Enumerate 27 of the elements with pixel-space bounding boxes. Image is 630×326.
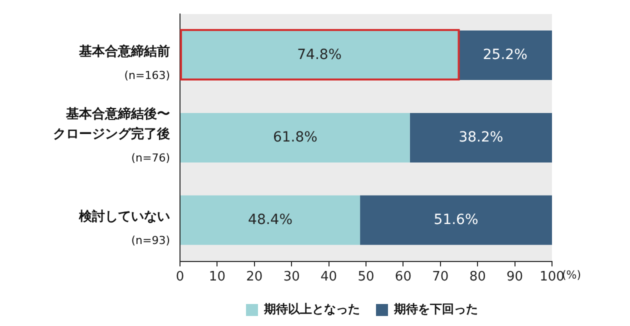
x-tick-label: 80 xyxy=(469,270,486,285)
bar xyxy=(410,112,552,162)
x-tick-label: 70 xyxy=(432,270,449,285)
bar xyxy=(360,195,552,245)
x-tick-label: 10 xyxy=(208,270,226,285)
x-tick-label: 60 xyxy=(394,270,412,285)
x-tick-label: 90 xyxy=(506,270,524,285)
bar xyxy=(180,112,410,162)
x-tick-label: 20 xyxy=(246,270,263,285)
x-tick-label: 30 xyxy=(283,270,300,285)
legend-label: 期待以上となった xyxy=(263,302,360,316)
data-label: 51.6% xyxy=(434,212,478,228)
y-tick-label: 検討していない (n=93) xyxy=(78,208,170,247)
x-tick-label: 0 xyxy=(176,270,184,285)
y-tick-label: 基本合意締結前 (n=163) xyxy=(78,43,170,82)
legend-label: 期待を下回った xyxy=(393,302,478,316)
y-tick-label: 基本合意締結後〜クロージング完了後 (n=76) xyxy=(53,106,170,164)
data-label: 48.4% xyxy=(248,212,293,228)
x-tick-label: 40 xyxy=(320,270,338,285)
x-tick-label: 50 xyxy=(358,270,374,285)
x-tick-label: 100 xyxy=(540,270,564,285)
data-label: 74.8% xyxy=(297,46,342,63)
x-axis-title: (%) xyxy=(562,268,582,282)
data-label: 61.8% xyxy=(272,129,318,146)
data-label: 25.2% xyxy=(482,46,528,63)
bar xyxy=(180,195,360,245)
data-label: 38.2% xyxy=(458,129,504,146)
